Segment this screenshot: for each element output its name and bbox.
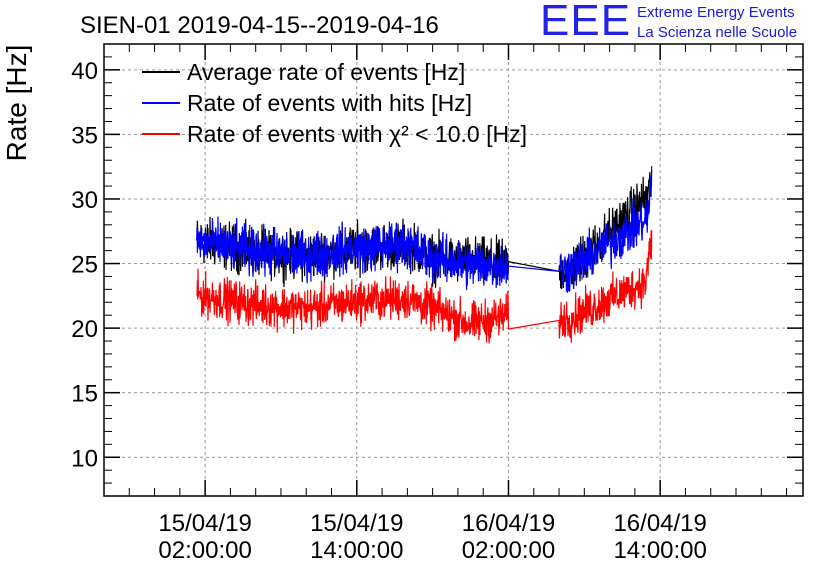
x-tick-label-date: 15/04/19	[158, 510, 251, 537]
y-axis-label: Rate [Hz]	[1, 45, 32, 162]
y-tick-label: 30	[71, 187, 98, 214]
legend-label: Average rate of events [Hz]	[187, 59, 465, 85]
y-tick-label: 35	[71, 122, 98, 149]
x-tick-label-date: 16/04/19	[613, 510, 706, 537]
logo-line-1: Extreme Energy Events	[637, 4, 795, 21]
x-tick-label-time: 02:00:00	[462, 537, 555, 564]
legend-label: Rate of events with hits [Hz]	[187, 90, 472, 116]
x-tick-label-time: 14:00:00	[613, 537, 706, 564]
y-tick-label: 10	[71, 445, 98, 472]
x-tick-label-date: 15/04/19	[310, 510, 403, 537]
ticks: 1015202530354015/04/1902:00:0015/04/1914…	[71, 44, 803, 564]
eee-logo: EEE Extreme Energy Events La Scienza nel…	[540, 0, 830, 45]
y-tick-label: 25	[71, 252, 98, 279]
x-tick-label-date: 16/04/19	[462, 510, 555, 537]
plot-frame	[103, 43, 804, 497]
grid	[104, 44, 803, 496]
y-tick-label: 40	[71, 58, 98, 85]
y-tick-label: 20	[71, 316, 98, 343]
legend: Average rate of events [Hz] Rate of event…	[142, 59, 527, 147]
x-tick-label-time: 02:00:00	[158, 537, 251, 564]
series-line	[196, 166, 653, 293]
chart-title: SIEN-01 2019-04-15--2019-04-16	[80, 12, 439, 39]
y-tick-label: 15	[71, 381, 98, 408]
x-tick-label-time: 14:00:00	[310, 537, 403, 564]
legend-label: Rate of events with χ² < 10.0 [Hz]	[187, 121, 527, 147]
series-line	[196, 230, 653, 344]
logo-line-2: La Scienza nelle Scuole	[637, 24, 798, 41]
logo-letters: EEE	[540, 0, 632, 45]
series-layer	[196, 166, 653, 344]
